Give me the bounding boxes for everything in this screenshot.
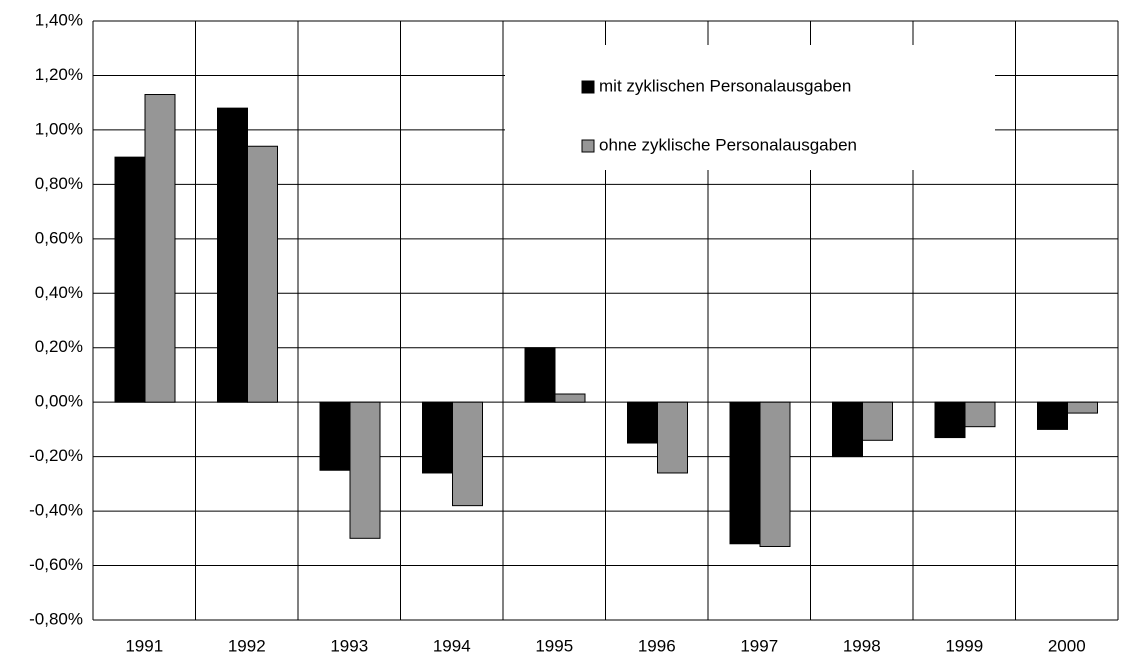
- bar: [729, 401, 761, 545]
- bar: [759, 401, 791, 547]
- bar: [1037, 401, 1068, 430]
- bar: [247, 145, 278, 403]
- y-tick-label: 0,80%: [35, 174, 83, 193]
- bar: [319, 401, 351, 471]
- y-tick-label: 1,20%: [35, 65, 83, 84]
- bar: [554, 393, 586, 403]
- x-tick-label: 1999: [945, 636, 983, 655]
- y-tick-label: 1,40%: [35, 10, 83, 29]
- y-tick-label: 0,20%: [35, 337, 83, 356]
- y-tick-label: 0,40%: [35, 283, 83, 302]
- legend-swatch: [581, 80, 595, 94]
- bar: [144, 94, 176, 403]
- legend-label: ohne zyklische Personalausgaben: [599, 135, 857, 154]
- legend-swatch: [581, 139, 595, 153]
- y-tick-label: -0,60%: [29, 555, 83, 574]
- bar: [862, 401, 893, 441]
- x-tick-label: 1995: [535, 636, 573, 655]
- bar: [1067, 401, 1098, 414]
- bar: [349, 401, 381, 539]
- bar: [217, 107, 248, 403]
- x-tick-label: 1993: [330, 636, 368, 655]
- x-tick-label: 1992: [228, 636, 266, 655]
- x-tick-label: 2000: [1048, 636, 1086, 655]
- bar: [934, 401, 966, 439]
- bar: [422, 401, 453, 474]
- x-tick-label: 1994: [433, 636, 471, 655]
- y-tick-label: 0,60%: [35, 228, 83, 247]
- bar: [114, 156, 146, 403]
- legend-label: mit zyklischen Personalausgaben: [599, 76, 851, 95]
- bar: [964, 401, 996, 428]
- y-tick-label: -0,40%: [29, 501, 83, 520]
- y-tick-label: -0,20%: [29, 446, 83, 465]
- bar: [627, 401, 658, 444]
- bar: [657, 401, 688, 474]
- x-tick-label: 1991: [125, 636, 163, 655]
- bar: [524, 347, 556, 403]
- bar: [452, 401, 483, 507]
- x-tick-label: 1996: [638, 636, 676, 655]
- y-tick-label: -0,80%: [29, 609, 83, 628]
- y-tick-label: 1,00%: [35, 119, 83, 138]
- y-tick-label: 0,00%: [35, 392, 83, 411]
- x-tick-label: 1997: [740, 636, 778, 655]
- x-tick-label: 1998: [843, 636, 881, 655]
- bar: [832, 401, 863, 458]
